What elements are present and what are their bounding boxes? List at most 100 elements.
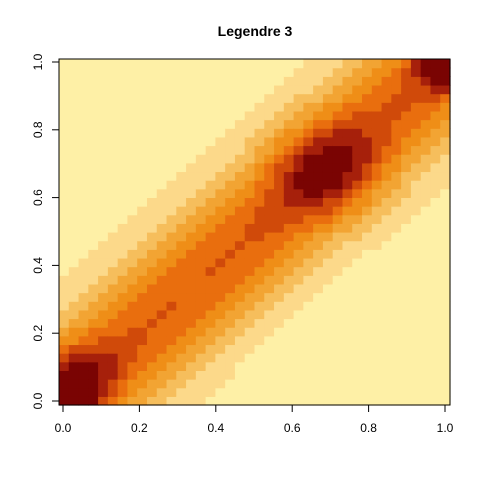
heatmap-cell [137,76,148,86]
heatmap-cell [440,102,451,112]
heatmap-cell [98,136,109,147]
heatmap-cell [68,361,80,371]
heatmap-cell [293,266,304,276]
heatmap-cell [342,162,353,173]
heatmap-cell [352,188,363,198]
heatmap-cell [137,318,148,328]
heatmap-cell [362,93,373,103]
heatmap-cell [176,102,187,112]
heatmap-cell [78,84,89,95]
heatmap-cell [420,171,432,181]
heatmap-cell [391,188,402,198]
heatmap-cell [176,232,187,242]
heatmap-cell [176,206,187,216]
heatmap-cell [401,396,412,406]
heatmap-cell [420,361,432,371]
heatmap-cell [205,102,217,112]
heatmap-cell [371,180,383,190]
heatmap-cell [156,84,168,95]
heatmap-cell [371,232,383,242]
heatmap-cell [195,154,207,164]
heatmap-cell [195,301,207,311]
heatmap-cell [381,275,392,285]
heatmap-cell [244,344,256,354]
heatmap-cell [186,162,197,173]
heatmap-cell [322,145,334,155]
x-tick-label: 0.6 [284,421,301,435]
heatmap-cell [264,283,275,294]
heatmap-cell [78,327,89,337]
heatmap-cell [264,266,275,276]
heatmap-cell [156,232,168,242]
heatmap-cell [98,171,109,181]
heatmap-cell [371,59,383,69]
heatmap-cell [205,180,217,190]
heatmap-cell [283,93,295,103]
heatmap-cell [88,292,99,302]
heatmap-cell [78,344,89,354]
heatmap-cell [166,110,177,121]
heatmap-cell [117,59,129,69]
heatmap-cell [352,232,363,242]
heatmap-cell [391,257,402,268]
heatmap-cell [107,197,119,207]
y-axis: 0.00.20.40.60.81.0 [31,53,60,409]
heatmap-cell [205,292,217,302]
heatmap-cell [293,301,304,311]
heatmap-cell [117,387,129,397]
heatmap-cell [98,240,109,250]
heatmap-cell [264,128,275,138]
heatmap-cell [381,387,392,397]
heatmap-cell [274,67,285,77]
heatmap-cell [195,335,207,346]
heatmap-cell [205,275,217,285]
heatmap-cell [166,171,177,181]
heatmap-cell [215,361,226,371]
heatmap-cell [332,67,344,77]
heatmap-cell [274,266,285,276]
heatmap-cell [352,353,363,363]
heatmap-cell [430,180,441,190]
heatmap-cell [440,370,451,380]
heatmap-cell [176,93,187,103]
heatmap-cell [234,154,246,164]
heatmap-cell [78,266,89,276]
heatmap-cell [371,188,383,198]
heatmap-cell [166,370,177,380]
heatmap-cell [440,93,451,103]
heatmap-cell [352,275,363,285]
heatmap-cell [166,67,177,77]
heatmap-cell [313,102,324,112]
heatmap-cell [322,119,334,129]
heatmap-cell [283,171,295,181]
heatmap-cell [68,257,80,268]
heatmap-cell [244,188,256,198]
heatmap-cell [68,327,80,337]
heatmap-cell [410,84,422,95]
heatmap-cell [332,361,344,371]
heatmap-cell [156,353,168,363]
heatmap-cell [98,327,109,337]
heatmap-cell [107,102,119,112]
heatmap-cell [127,249,138,259]
heatmap-cell [264,396,275,406]
heatmap-cell [195,171,207,181]
heatmap-cell [430,136,441,147]
heatmap-cell [303,76,314,86]
heatmap-cell [117,119,129,129]
heatmap-cell [117,136,129,147]
heatmap-cell [98,188,109,198]
heatmap-cell [186,136,197,147]
heatmap-cell [254,145,265,155]
heatmap-cell [117,197,129,207]
heatmap-cell [244,249,256,259]
heatmap-cell [362,257,373,268]
heatmap-cell [186,197,197,207]
heatmap-cell [410,361,422,371]
heatmap-cell [362,379,373,389]
heatmap-cell [410,266,422,276]
heatmap-cell [215,232,226,242]
heatmap-cell [244,309,256,320]
heatmap-cell [381,171,392,181]
heatmap-cell [127,257,138,268]
